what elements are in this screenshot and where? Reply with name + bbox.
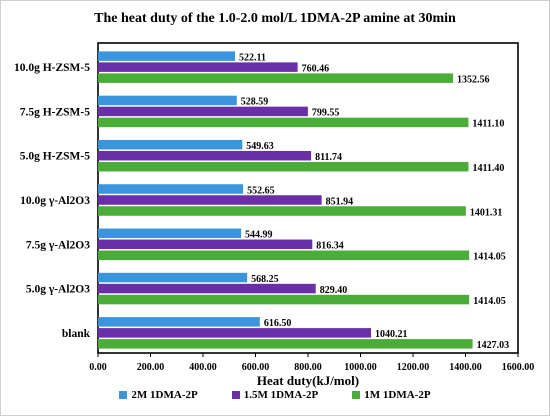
bar [98, 283, 316, 294]
category-label: 10.0g H-ZSM-5 [14, 62, 90, 74]
bar-data-label: 568.25 [251, 274, 279, 285]
legend-swatch [352, 391, 361, 399]
bar [98, 206, 466, 216]
x-tick-label: 1000.00 [344, 362, 377, 373]
x-tick-label: 200.00 [137, 362, 165, 373]
bar [98, 239, 313, 250]
category-label: 10.0g γ-Al2O3 [20, 195, 90, 207]
legend-label: 1M 1DMA-2P [364, 389, 431, 401]
bar [98, 95, 237, 106]
bar-data-label: 528.59 [241, 97, 269, 108]
bar-data-label: 1427.03 [477, 340, 510, 351]
x-tick-label: 800.00 [294, 362, 322, 373]
bar [98, 73, 454, 83]
bar-data-label: 1411.10 [472, 119, 504, 130]
legend-swatch [119, 391, 128, 399]
bar [98, 328, 372, 338]
category-label: blank [62, 328, 91, 340]
category-label: 5.0g H-ZSM-5 [20, 151, 91, 163]
bar [98, 195, 322, 205]
x-tick-label: 0.00 [89, 362, 107, 373]
bar [98, 317, 260, 327]
bar [98, 184, 244, 194]
bar-data-label: 552.65 [247, 185, 275, 196]
bar [98, 117, 469, 128]
bar [98, 272, 248, 283]
bar-data-label: 799.55 [312, 108, 340, 119]
legend-label: 1.5M 1DMA-2P [243, 389, 319, 401]
bar [98, 161, 469, 172]
bar-data-label: 1040.21 [375, 329, 408, 340]
bar-data-label: 549.63 [246, 141, 274, 152]
chart-legend: 2M 1DMA-2P 1.5M 1DMA-2P 1M 1DMA-2P [1, 389, 549, 401]
x-tick-label: 1200.00 [397, 362, 430, 373]
bar [98, 62, 298, 72]
category-label: 7.5g γ-Al2O3 [26, 239, 90, 251]
legend-label: 2M 1DMA-2P [131, 389, 198, 401]
category-label: 7.5g H-ZSM-5 [20, 106, 91, 118]
bar-data-label: 1411.40 [472, 163, 504, 174]
x-tick-label: 400.00 [189, 362, 217, 373]
bar-data-label: 811.74 [315, 152, 342, 163]
x-axis-label: Heat duty(kJ/mol) [257, 373, 359, 388]
bar-data-label: 616.50 [264, 318, 292, 329]
bar [98, 106, 308, 117]
bar-data-label: 1414.05 [473, 296, 506, 307]
chart-title: The heat duty of the 1.0-2.0 mol/L 1DMA-… [94, 11, 456, 26]
legend-item: 1M 1DMA-2P [352, 389, 431, 401]
bar [98, 228, 242, 239]
bar-data-label: 829.40 [320, 285, 348, 296]
bar [98, 51, 236, 61]
legend-swatch [231, 391, 240, 399]
x-tick-label: 1600.00 [502, 362, 535, 373]
x-tick-label: 600.00 [242, 362, 270, 373]
bar [98, 294, 470, 305]
category-label: 5.0g γ-Al2O3 [26, 284, 90, 296]
x-tick-label: 1400.00 [449, 362, 482, 373]
bar-data-label: 544.99 [245, 230, 273, 241]
bar-data-label: 1414.05 [473, 252, 506, 263]
bar [98, 150, 312, 161]
bar-data-label: 816.34 [316, 241, 344, 252]
bar-data-label: 1401.31 [470, 207, 503, 218]
bar-data-label: 851.94 [326, 196, 354, 207]
bar [98, 139, 243, 150]
legend-item: 2M 1DMA-2P [119, 389, 198, 401]
bar-data-label: 522.11 [239, 52, 266, 63]
bar [98, 250, 470, 261]
bar-data-label: 1352.56 [457, 74, 490, 85]
bar-data-label: 760.46 [302, 63, 330, 74]
bar [98, 339, 473, 349]
legend-item: 1.5M 1DMA-2P [231, 389, 319, 401]
